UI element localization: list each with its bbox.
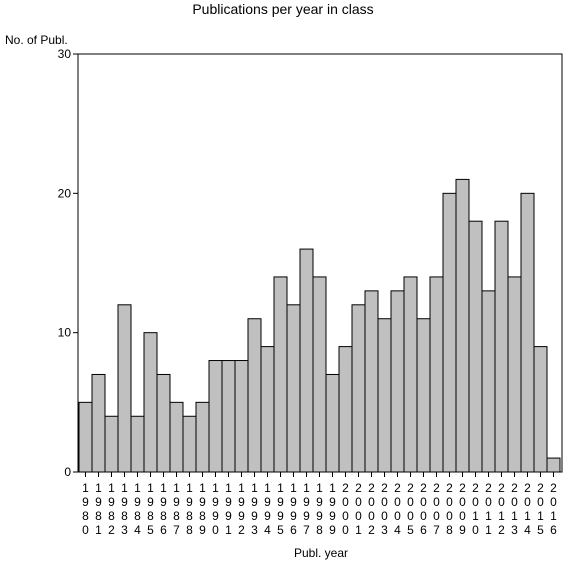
bar-2015 [533,346,548,473]
bar-1985 [143,332,158,473]
y-tick-label: 10 [58,326,72,340]
y-axis-label: No. of Publ. [5,33,68,47]
bar-2002 [364,290,379,473]
bar-2016 [546,457,561,473]
bar-2004 [390,290,405,473]
bar-1996 [286,304,301,473]
bar-2005 [403,276,418,473]
x-axis-label: Publ. year [294,546,348,560]
bar-2013 [507,276,522,473]
bar-1981 [91,373,106,473]
bar-1991 [221,360,236,473]
bar-2007 [429,276,444,473]
bar-1989 [195,401,210,473]
bar-1997 [299,248,314,473]
bar-1987 [169,401,184,473]
y-tick-label: 20 [58,186,72,200]
bar-1998 [312,276,327,473]
bar-2008 [442,192,457,473]
y-tick-label: 0 [64,465,71,479]
bar-1994 [260,346,275,473]
bar-1980 [78,401,93,473]
bar-1995 [273,276,288,473]
bar-1988 [182,415,197,473]
bar-1999 [325,373,340,473]
bar-2001 [351,304,366,473]
chart-title: Publications per year in class [192,1,373,17]
bar-2010 [468,220,483,473]
bar-2006 [416,318,431,473]
bar-2012 [494,220,509,473]
bar-1983 [117,304,132,473]
y-ticks-group: 0 10 20 30 [58,47,78,479]
bars-group [78,178,561,473]
bar-1992 [234,360,249,473]
bar-2011 [481,290,496,473]
plot-frame [77,53,563,473]
bar-1984 [130,415,145,473]
bar-2000 [338,346,353,473]
bar-1990 [208,360,223,473]
bar-2003 [377,318,392,473]
y-tick-label: 30 [58,47,72,61]
bar-1993 [247,318,262,473]
bar-2014 [520,192,535,473]
bar-1982 [104,415,119,473]
bar-1986 [156,373,171,473]
bar-2009 [455,178,470,473]
x-ticks-group: 1 9 8 0 1 9 8 1 1 9 8 2 1 9 8 3 1 9 8 4 1 9 8 5 1 9 8 6 1 9 8 7 1 9 8 8 1 9 8 9… [82,472,557,537]
